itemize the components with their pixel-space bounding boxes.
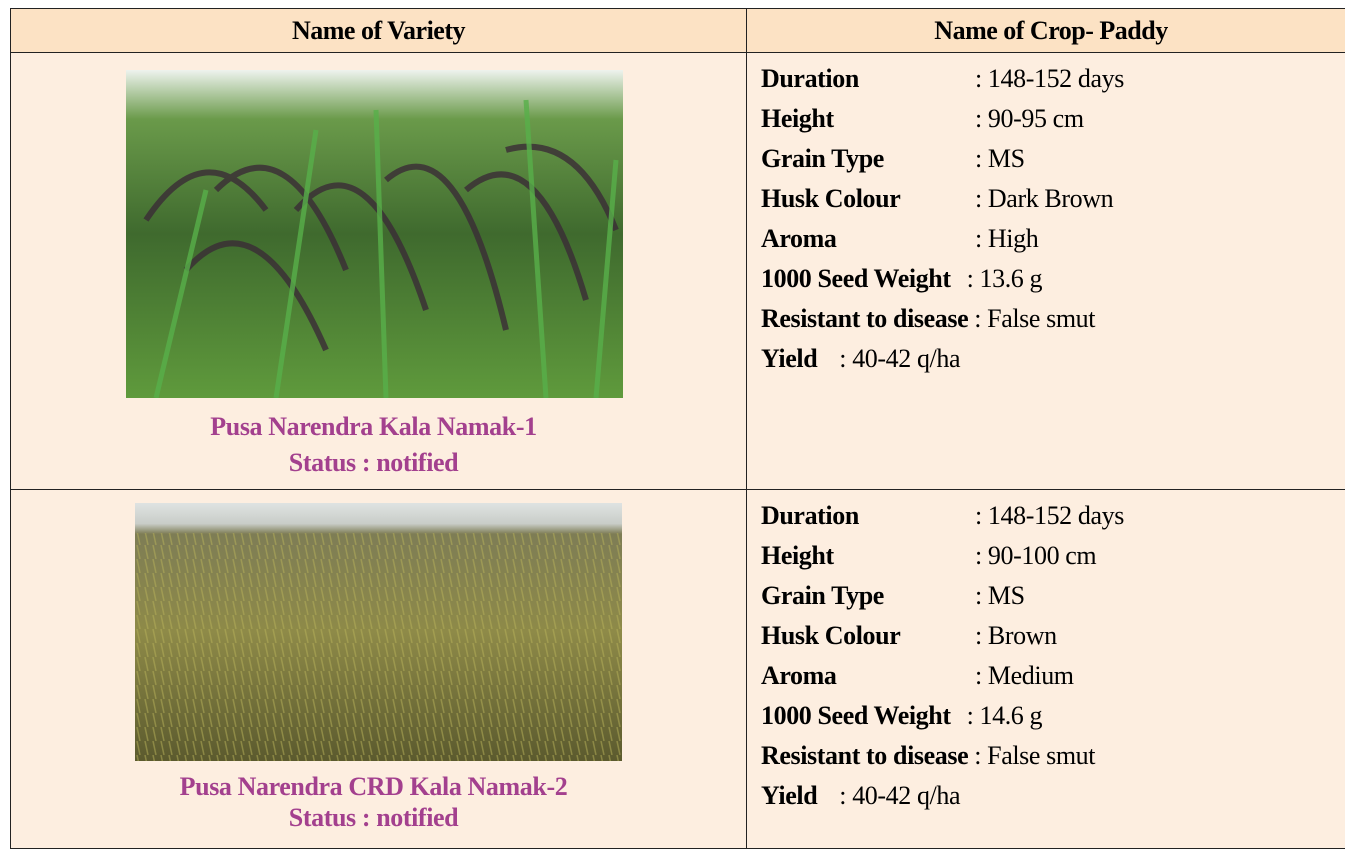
trait-value: : Medium: [975, 661, 1074, 691]
trait-label: Height: [761, 104, 975, 134]
trait-label: Duration: [761, 501, 975, 531]
variety-name: Pusa Narendra Kala Namak-1: [1, 409, 746, 445]
header-cell: Name of Crop- Paddy: [746, 8, 1345, 53]
trait-value: : 40-42 q/ha: [839, 344, 960, 374]
trait-row: Aroma: Medium: [761, 656, 1124, 696]
trait-label: Grain Type: [761, 581, 975, 611]
variety-cell: Pusa Narendra CRD Kala Namak-2 Status : …: [10, 489, 747, 849]
trait-label: Yield: [761, 781, 817, 811]
trait-value: : Dark Brown: [975, 184, 1113, 214]
trait-label: 1000 Seed Weight: [761, 701, 951, 731]
trait-row: Duration: 148-152 days: [761, 59, 1124, 99]
trait-label: Husk Colour: [761, 184, 975, 214]
header-cell: Name of Variety: [10, 8, 747, 53]
trait-value: : 148-152 days: [975, 64, 1124, 94]
trait-value: : 14.6 g: [967, 701, 1043, 731]
trait-value: : 90-95 cm: [975, 104, 1084, 134]
trait-label: Yield: [761, 344, 817, 374]
trait-value: : 90-100 cm: [975, 541, 1096, 571]
trait-row: Height: 90-95 cm: [761, 99, 1124, 139]
trait-value: : MS: [975, 144, 1025, 174]
trait-row: Yield : 40-42 q/ha: [761, 339, 1124, 379]
variety-cell: Pusa Narendra Kala Namak-1 Status : noti…: [10, 52, 747, 490]
trait-value: : False smut: [974, 741, 1095, 771]
page: Name of Variety Name of Crop- Paddy Pusa…: [0, 0, 1345, 840]
trait-row: Husk Colour: Brown: [761, 616, 1124, 656]
trait-row: 1000 Seed Weight : 14.6 g: [761, 696, 1124, 736]
trait-value: : High: [975, 224, 1038, 254]
trait-value: : 13.6 g: [967, 264, 1043, 294]
trait-label: Grain Type: [761, 144, 975, 174]
trait-value: : 40-42 q/ha: [839, 781, 960, 811]
trait-row: Resistant to disease: False smut: [761, 299, 1124, 339]
trait-row: Aroma: High: [761, 219, 1124, 259]
crop-photo: [135, 503, 622, 761]
trait-value: : MS: [975, 581, 1025, 611]
trait-row: Grain Type: MS: [761, 139, 1124, 179]
trait-value: : 148-152 days: [975, 501, 1124, 531]
trait-label: Aroma: [761, 661, 975, 691]
trait-label: Husk Colour: [761, 621, 975, 651]
trait-row: Height: 90-100 cm: [761, 536, 1124, 576]
trait-label: Resistant to disease: [761, 304, 968, 334]
variety-name: Pusa Narendra CRD Kala Namak-2: [1, 769, 746, 805]
trait-label: Height: [761, 541, 975, 571]
trait-label: 1000 Seed Weight: [761, 264, 951, 294]
trait-value: : False smut: [974, 304, 1095, 334]
trait-value: : Brown: [975, 621, 1057, 651]
trait-row: Husk Colour: Dark Brown: [761, 179, 1124, 219]
trait-row: 1000 Seed Weight : 13.6 g: [761, 259, 1124, 299]
trait-label: Aroma: [761, 224, 975, 254]
trait-row: Grain Type: MS: [761, 576, 1124, 616]
trait-row: Yield : 40-42 q/ha: [761, 776, 1124, 816]
variety-status: Status : notified: [1, 802, 746, 834]
variety-status: Status : notified: [1, 445, 746, 481]
trait-row: Duration: 148-152 days: [761, 496, 1124, 536]
trait-label: Resistant to disease: [761, 741, 968, 771]
crop-photo: [126, 70, 623, 398]
trait-row: Resistant to disease: False smut: [761, 736, 1124, 776]
trait-label: Duration: [761, 64, 975, 94]
